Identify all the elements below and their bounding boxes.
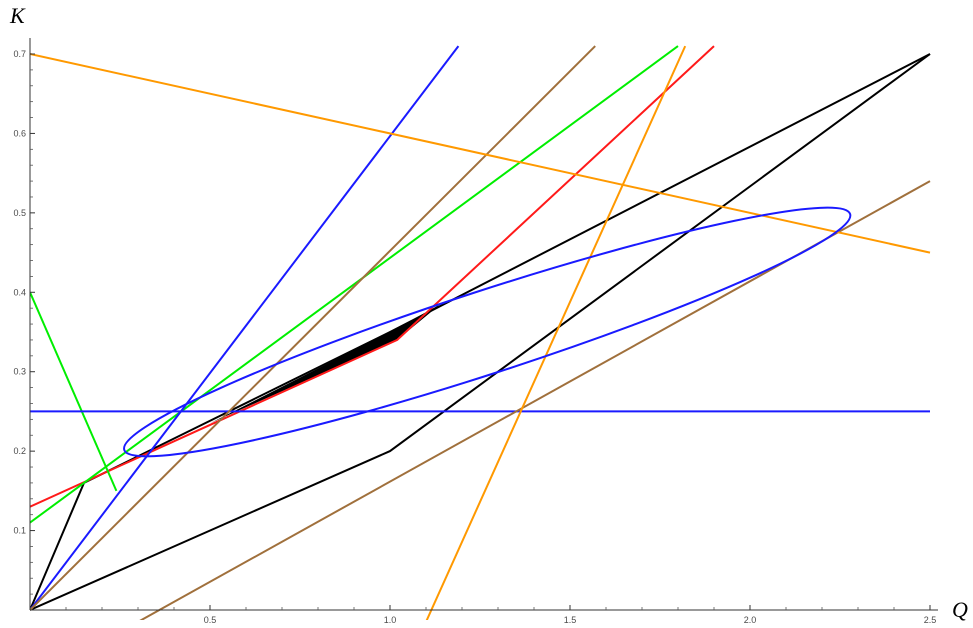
series-line-4 <box>30 291 118 492</box>
x-tick-label: 2.5 <box>924 615 937 625</box>
x-tick-label: 1.5 <box>564 615 577 625</box>
axes: 0.5 1.0 1.5 2.0 2.5 0.1 0.2 0.3 0.4 0.5 0.6 0.7 <box>13 38 938 625</box>
y-tick-label: 0.1 <box>13 526 26 536</box>
x-axis-title: Q <box>952 597 968 622</box>
y-tick-label: 0.7 <box>13 49 26 59</box>
series-line-3 <box>30 45 679 524</box>
series-line-9 <box>30 53 931 254</box>
x-tick-label: 0.5 <box>204 615 217 625</box>
y-axis-title: K <box>9 3 26 28</box>
series-line-0 <box>30 53 931 611</box>
y-tick-label: 0.2 <box>13 446 26 456</box>
series-ellipse <box>123 206 852 458</box>
series-line-2 <box>30 45 715 508</box>
y-tick-label: 0.3 <box>13 367 26 377</box>
series-line-10 <box>425 45 687 620</box>
plot-area <box>30 45 931 620</box>
y-tick-label: 0.6 <box>13 128 26 138</box>
x-tick-label: 2.0 <box>744 615 757 625</box>
series-line-5 <box>30 45 460 611</box>
series-line-7 <box>30 45 596 611</box>
y-tick-label: 0.5 <box>13 208 26 218</box>
series-line-1 <box>30 53 931 611</box>
y-tick-label: 0.4 <box>13 287 26 297</box>
x-tick-label: 1.0 <box>384 615 397 625</box>
